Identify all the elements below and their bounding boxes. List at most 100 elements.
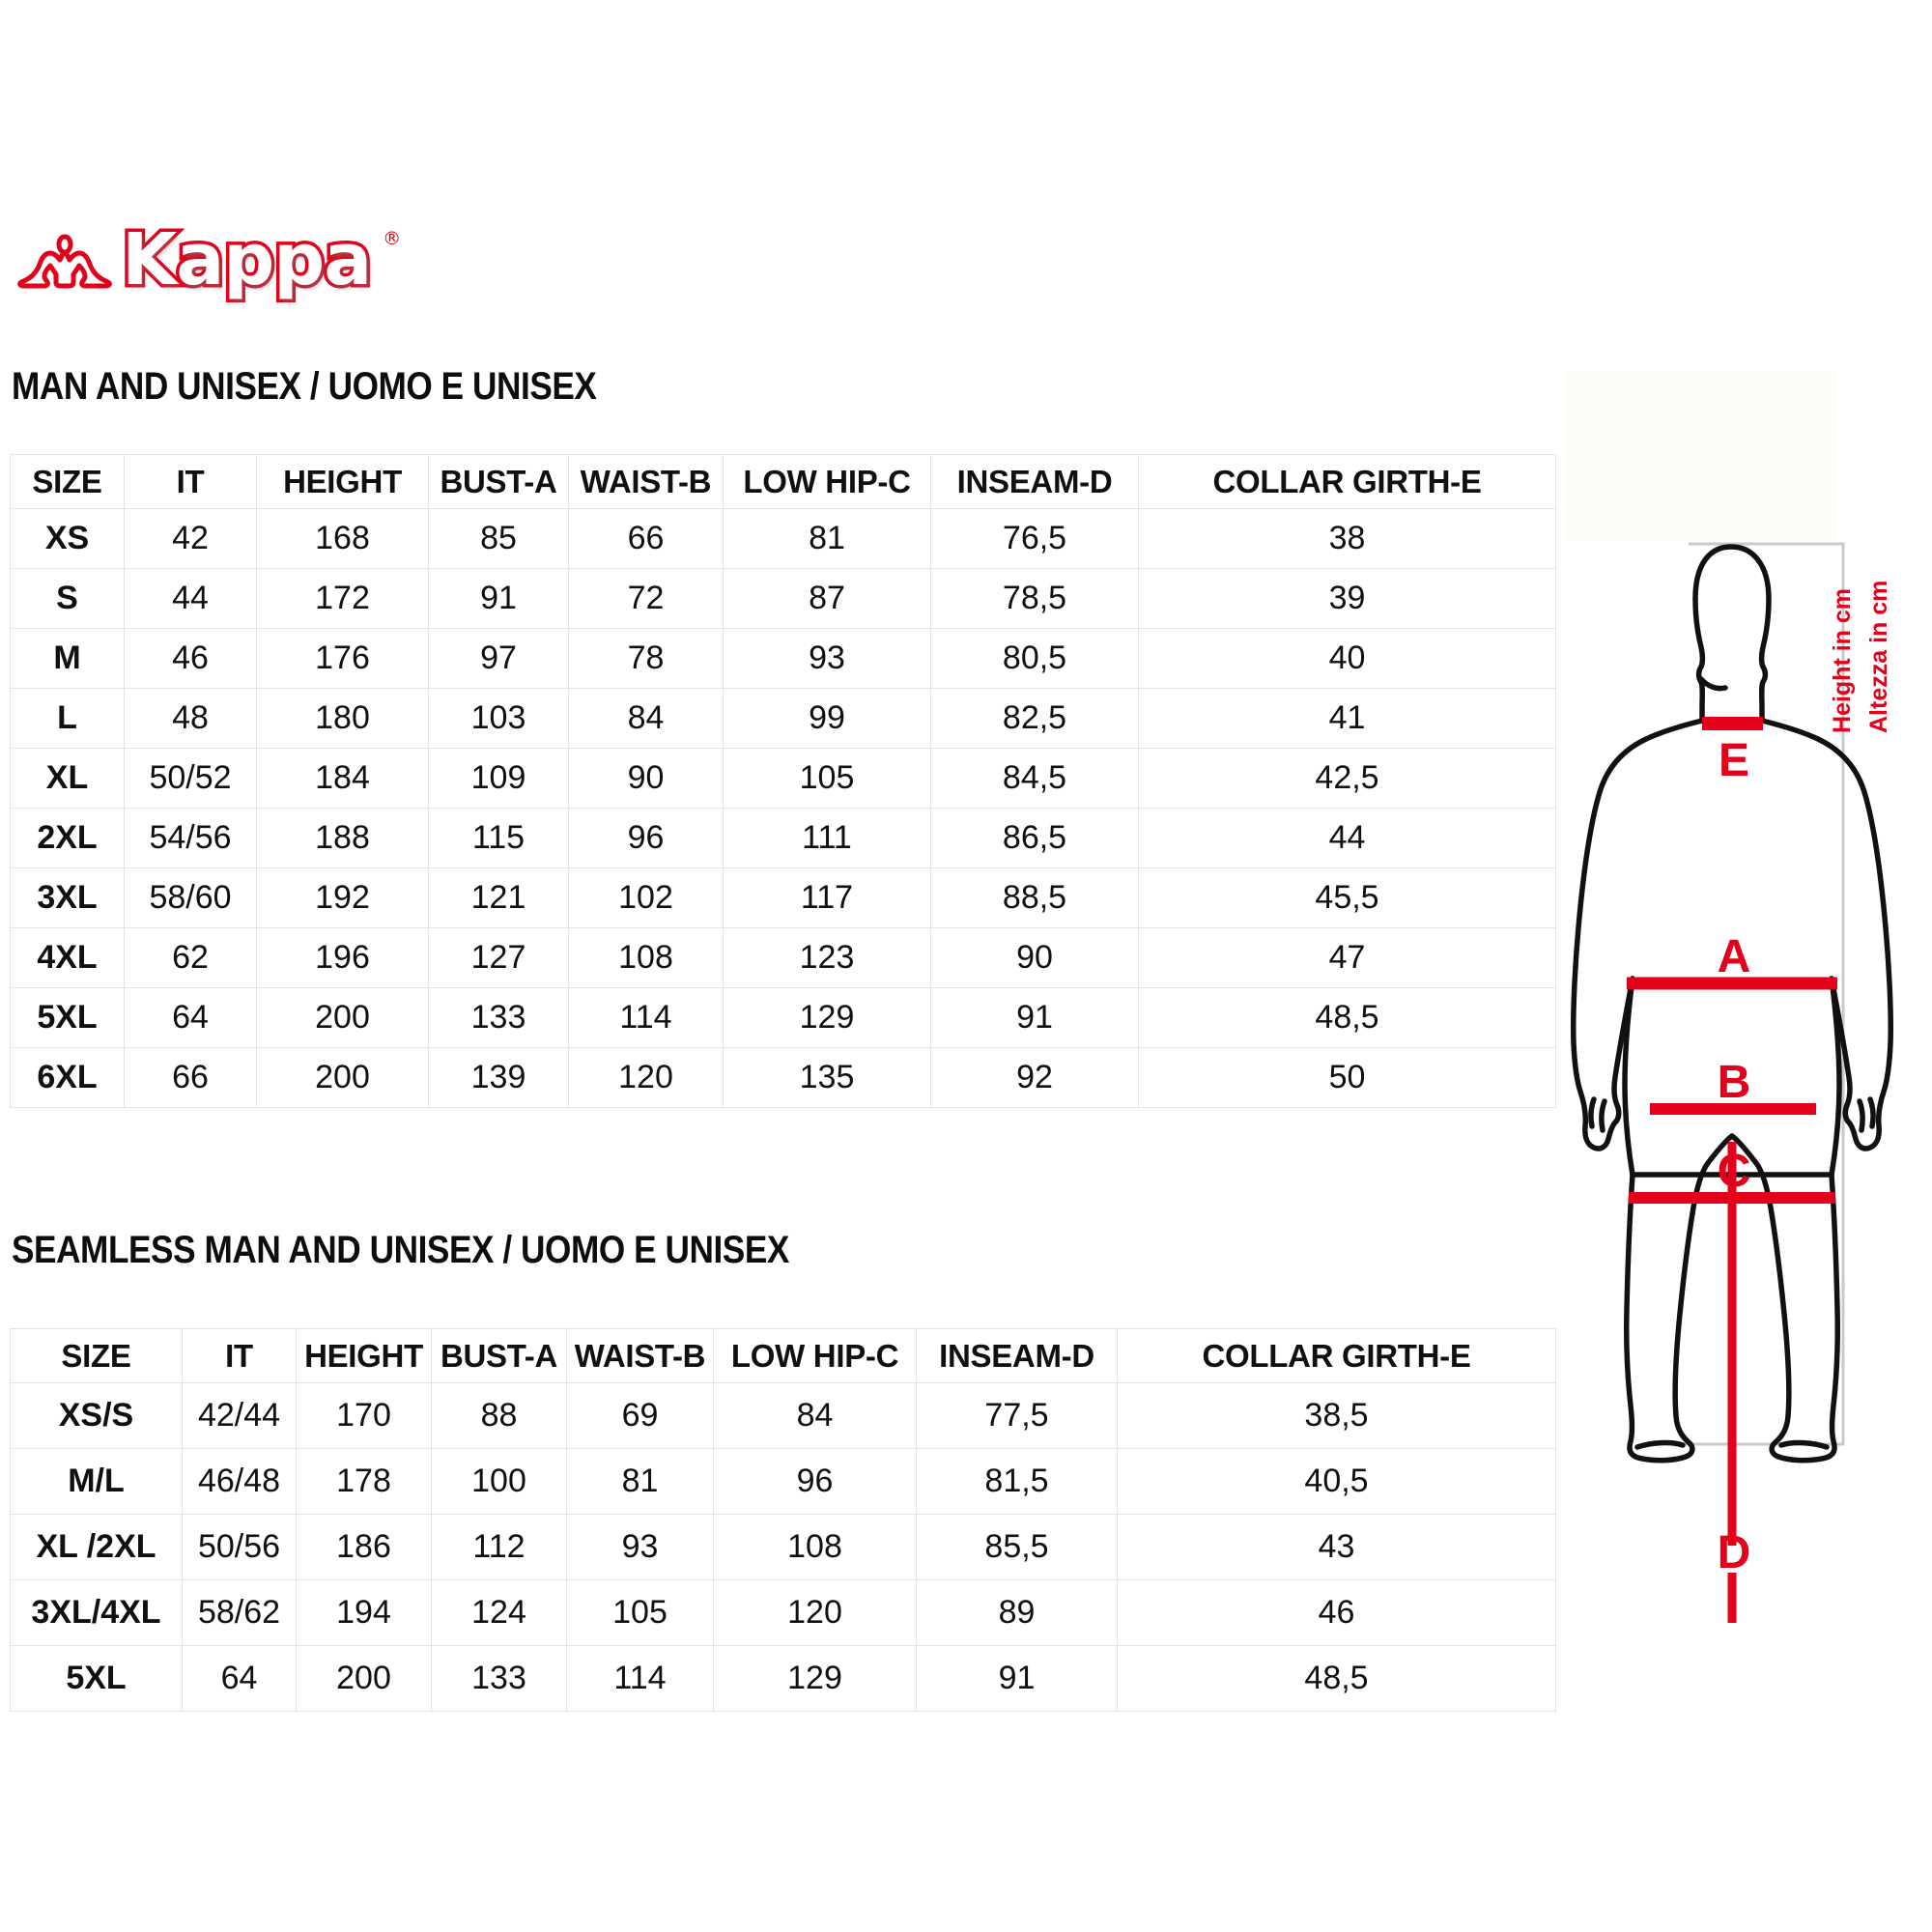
- table-row: 3XL/4XL 58/62 194 124 105 120 89 46: [10, 1579, 1556, 1646]
- measurement-cell: 89: [916, 1579, 1118, 1646]
- measurement-cell: 133: [431, 1645, 567, 1712]
- column-header-it: IT: [124, 454, 257, 509]
- measurement-cell: 99: [723, 688, 931, 749]
- measurement-cell: 43: [1117, 1514, 1556, 1580]
- measurement-cell: 85: [428, 508, 569, 569]
- measurement-cell: 108: [713, 1514, 917, 1580]
- measurement-cell: 133: [428, 987, 569, 1048]
- measurement-cell: 200: [256, 1047, 429, 1108]
- measurement-cell: 90: [568, 748, 724, 809]
- measurement-cell: 81,5: [916, 1448, 1118, 1515]
- measurement-cell: 115: [428, 808, 569, 868]
- measurement-lines: [1627, 717, 1837, 1623]
- measurement-cell: 102: [568, 867, 724, 928]
- measurement-cell: 48: [124, 688, 257, 749]
- measurement-cell: 50/52: [124, 748, 257, 809]
- table-row: XS/S 42/44 170 88 69 84 77,5 38,5: [10, 1382, 1556, 1449]
- measurement-cell: 91: [930, 987, 1139, 1048]
- measurement-cell: 44: [124, 568, 257, 629]
- measurement-cell: 93: [566, 1514, 714, 1580]
- label-bust-A: A: [1718, 931, 1751, 982]
- column-header-size: SIZE: [10, 454, 125, 509]
- label-waist-B: B: [1718, 1057, 1751, 1108]
- measurement-cell: 96: [713, 1448, 917, 1515]
- measurement-cell: 54/56: [124, 808, 257, 868]
- measurement-cell: 129: [723, 987, 931, 1048]
- column-header-low-hip-c: LOW HIP-C: [723, 454, 931, 509]
- column-header-height: HEIGHT: [256, 454, 429, 509]
- kappa-logo: Kappa ®: [17, 218, 520, 301]
- table-header-row: SIZE IT HEIGHT BUST-A WAIST-B LOW HIP-C INSEAM…: [10, 454, 1556, 509]
- measurement-cell: 168: [256, 508, 429, 569]
- measurement-cell: 64: [124, 987, 257, 1048]
- measurement-cell: 178: [296, 1448, 432, 1515]
- section-title-man-unisex: MAN AND UNISEX / UOMO E UNISEX: [12, 365, 597, 408]
- column-header-bust-a: BUST-A: [431, 1328, 567, 1383]
- column-header-low-hip-c: LOW HIP-C: [713, 1328, 917, 1383]
- section-title-seamless-man-unisex: SEAMLESS MAN AND UNISEX / UOMO E UNISEX: [12, 1229, 789, 1271]
- measurement-cell: 42,5: [1138, 748, 1556, 809]
- measurement-cell: 85,5: [916, 1514, 1118, 1580]
- column-header-it: IT: [182, 1328, 297, 1383]
- measurement-cell: 105: [566, 1579, 714, 1646]
- measurement-cell: 200: [256, 987, 429, 1048]
- measurement-cell: 48,5: [1138, 987, 1556, 1048]
- size-label-cell: XL /2XL: [10, 1514, 183, 1580]
- size-label-cell: 5XL: [10, 987, 125, 1048]
- measurement-cell: 97: [428, 628, 569, 689]
- measurement-cell: 42/44: [182, 1382, 297, 1449]
- height-label-it: Altezza in cm: [1865, 580, 1892, 733]
- measurement-cell: 42: [124, 508, 257, 569]
- measurement-cell: 108: [568, 927, 724, 988]
- table-row: M/L 46/48 178 100 81 96 81,5 40,5: [10, 1448, 1556, 1515]
- brand-wordmark: Kappa: [118, 218, 375, 301]
- measurement-cell: 196: [256, 927, 429, 988]
- measurement-cell: 100: [431, 1448, 567, 1515]
- measurement-cell: 40: [1138, 628, 1556, 689]
- table-header-row: SIZE IT HEIGHT BUST-A WAIST-B LOW HIP-C INSEAM…: [10, 1328, 1556, 1383]
- measurement-cell: 127: [428, 927, 569, 988]
- measurement-cell: 39: [1138, 568, 1556, 629]
- measurement-cell: 86,5: [930, 808, 1139, 868]
- measurement-cell: 123: [723, 927, 931, 988]
- size-label-cell: M: [10, 628, 125, 689]
- measurement-cell: 114: [568, 987, 724, 1048]
- size-label-cell: 3XL/4XL: [10, 1579, 183, 1646]
- size-label-cell: XS/S: [10, 1382, 183, 1449]
- measurement-cell: 105: [723, 748, 931, 809]
- measurement-cell: 41: [1138, 688, 1556, 749]
- measurement-cell: 45,5: [1138, 867, 1556, 928]
- measurement-cell: 103: [428, 688, 569, 749]
- size-label-cell: 4XL: [10, 927, 125, 988]
- measurement-cell: 40,5: [1117, 1448, 1556, 1515]
- measurement-cell: 62: [124, 927, 257, 988]
- measurement-cell: 46: [124, 628, 257, 689]
- measurement-cell: 58/60: [124, 867, 257, 928]
- size-label-cell: L: [10, 688, 125, 749]
- label-inseam-D: D: [1718, 1527, 1751, 1578]
- measurement-cell: 88: [431, 1382, 567, 1449]
- male-body-silhouette-icon: E A B C D: [1570, 542, 1894, 1623]
- measurement-cell: 170: [296, 1382, 432, 1449]
- measurement-cell: 72: [568, 568, 724, 629]
- measurement-cell: 38,5: [1117, 1382, 1556, 1449]
- table-row: 5XL 64 200 133 114 129 91 48,5: [10, 987, 1556, 1048]
- table-row: XS 42 168 85 66 81 76,5 38: [10, 508, 1556, 569]
- column-header-bust-a: BUST-A: [428, 454, 569, 509]
- measurement-cell: 66: [568, 508, 724, 569]
- table-row: 4XL 62 196 127 108 123 90 47: [10, 927, 1556, 988]
- diagram-backdrop: [1565, 371, 1837, 541]
- measurement-cell: 82,5: [930, 688, 1139, 749]
- column-header-collar-girth-e: COLLAR GIRTH-E: [1138, 454, 1556, 509]
- measurement-cell: 88,5: [930, 867, 1139, 928]
- measurement-cell: 129: [713, 1645, 917, 1712]
- table-row: L 48 180 103 84 99 82,5 41: [10, 688, 1556, 749]
- measurement-cell: 184: [256, 748, 429, 809]
- kappa-omini-logo-icon: [17, 234, 112, 289]
- measurement-cell: 96: [568, 808, 724, 868]
- measurement-cell: 114: [566, 1645, 714, 1712]
- measurement-cell: 78,5: [930, 568, 1139, 629]
- measurement-cell: 87: [723, 568, 931, 629]
- measurement-cell: 77,5: [916, 1382, 1118, 1449]
